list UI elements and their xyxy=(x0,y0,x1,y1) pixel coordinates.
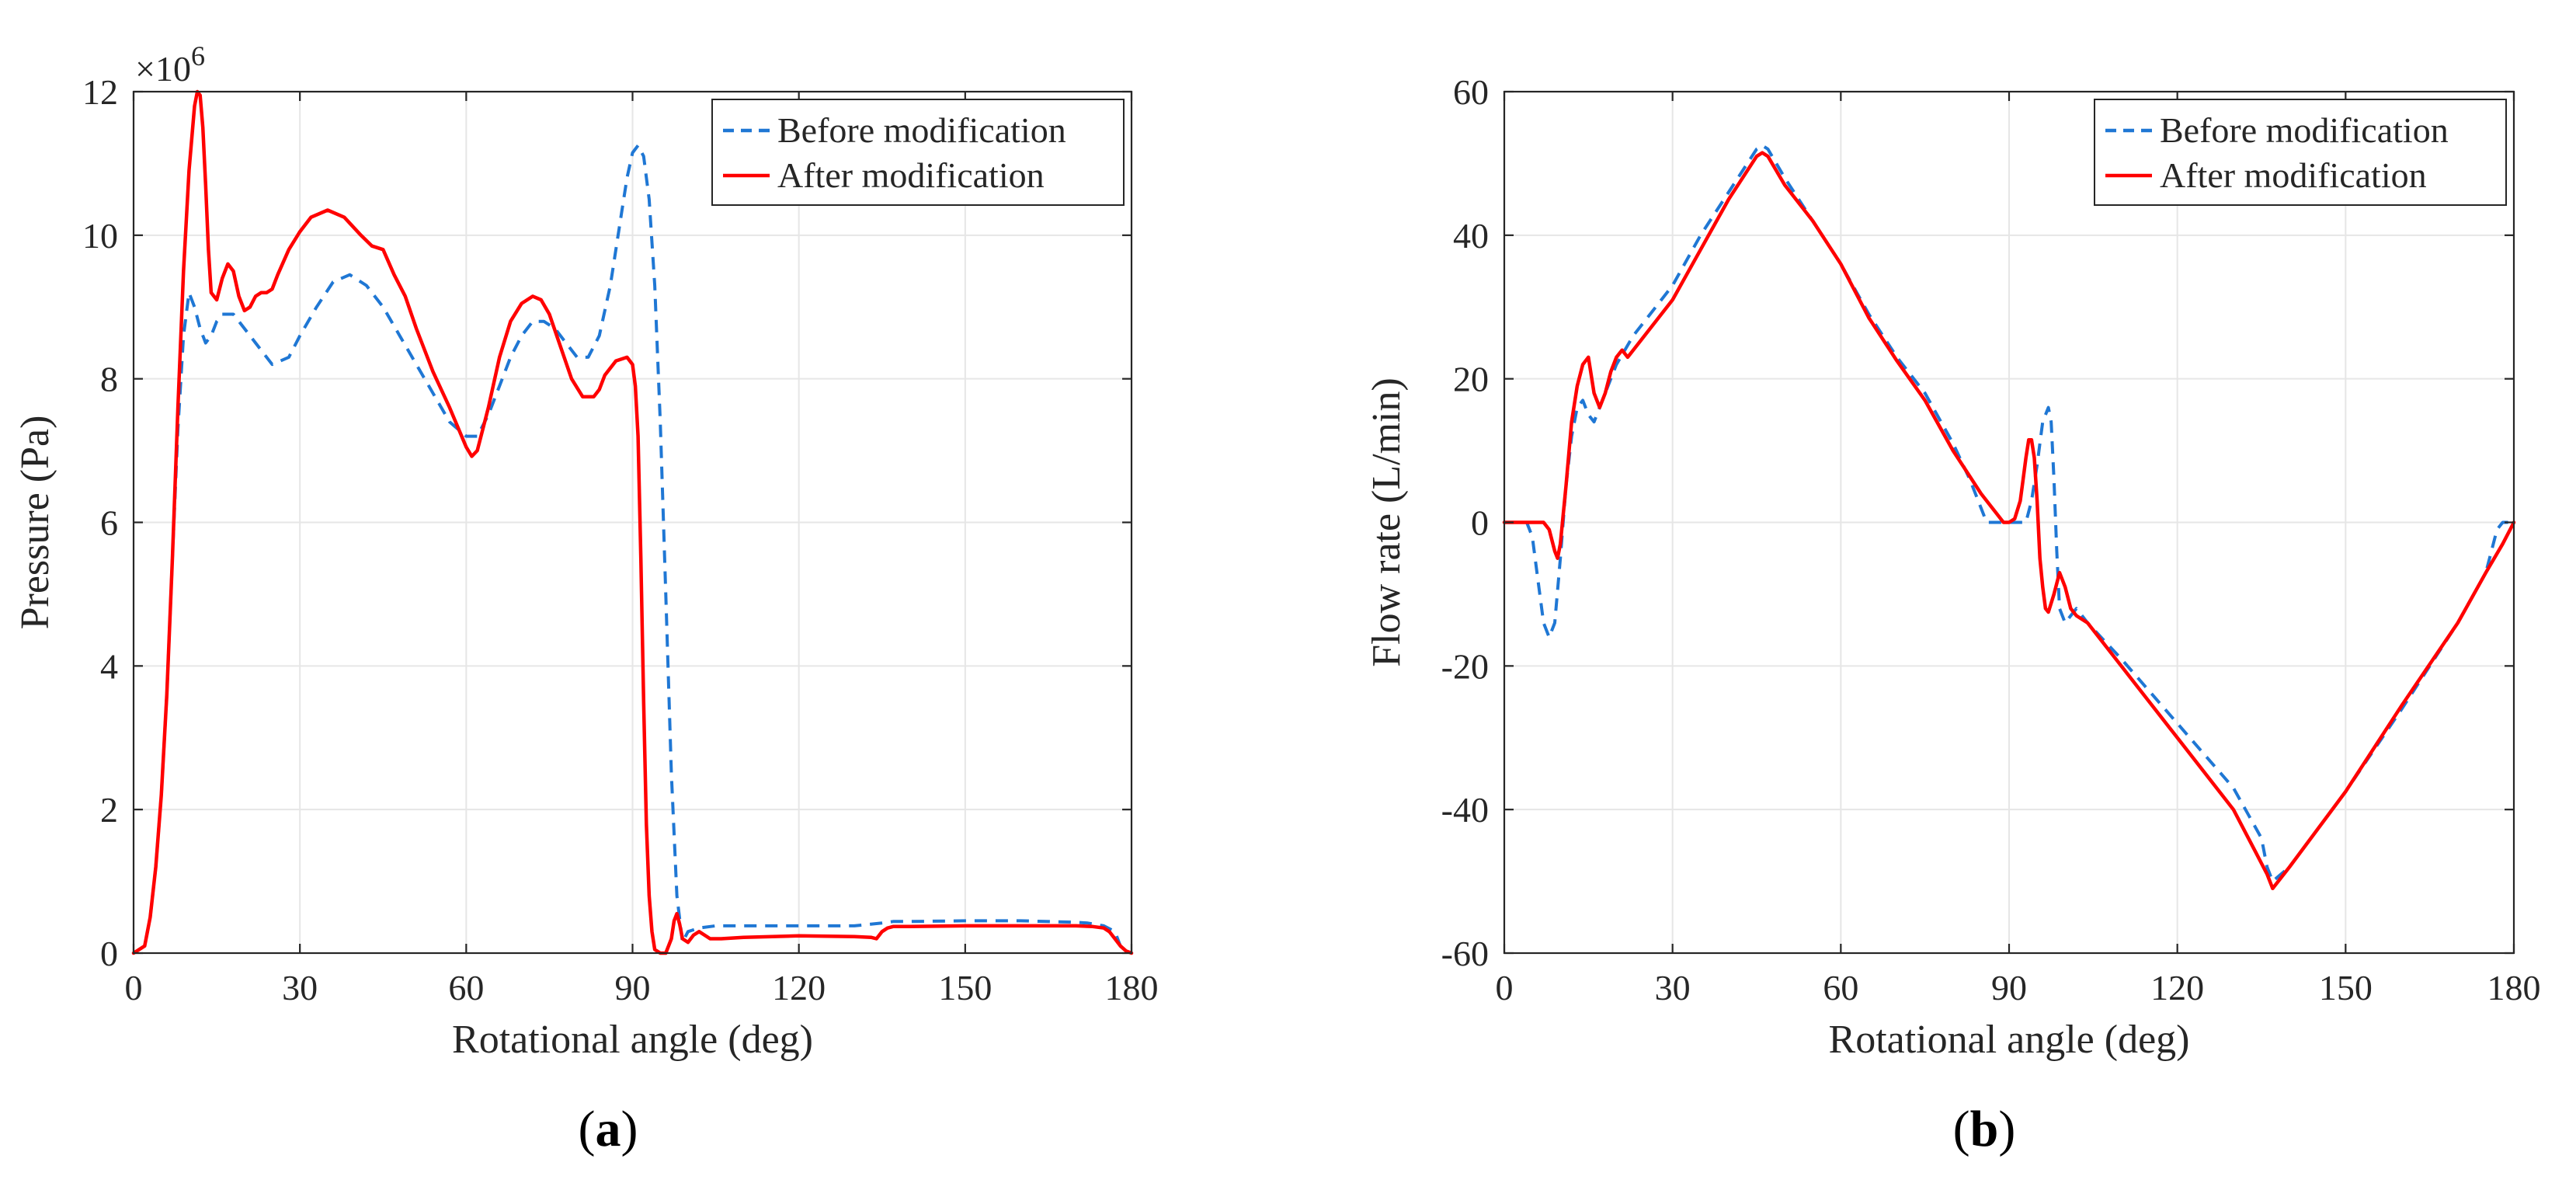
chart-panel-a: 0 30 60 90 120 150 180 0 2 4 6 8 10 12 Rotational angl… xyxy=(13,40,1159,1062)
x-tick-label: 30 xyxy=(282,968,318,1007)
series-line-before xyxy=(132,144,1132,955)
legend-label-before: Before modification xyxy=(2160,110,2449,150)
legend-box xyxy=(2094,99,2507,206)
y-tick-label: 0 xyxy=(1471,503,1489,543)
x-tick-label: 150 xyxy=(938,968,992,1007)
x-tick-label: 0 xyxy=(1496,968,1514,1007)
caption-open-paren: ( xyxy=(579,1101,596,1157)
caption-close-paren: ) xyxy=(1998,1101,2015,1157)
x-tick-label: 120 xyxy=(772,968,826,1007)
caption-letter: a xyxy=(596,1101,621,1157)
x-tick-label: 60 xyxy=(448,968,484,1007)
legend-box xyxy=(711,99,1125,206)
x-tick-label: 60 xyxy=(1823,968,1858,1007)
x-tick-label: 120 xyxy=(2150,968,2204,1007)
series-line-after xyxy=(131,89,1134,955)
y-tick-label: 20 xyxy=(1453,360,1489,399)
legend: Before modification After modification xyxy=(711,99,1125,206)
caption-letter: b xyxy=(1970,1101,1999,1157)
legend-label-before: Before modification xyxy=(777,110,1066,150)
chart-panel-b: 0 30 60 90 120 150 180 -60 -40 -20 0 20 40 60 Rotation… xyxy=(1364,72,2541,1062)
y-tick-label: 10 xyxy=(82,216,118,256)
x-tick-label: 180 xyxy=(2487,968,2541,1007)
y-tick-label: 6 xyxy=(100,503,118,543)
x-tick-label: 30 xyxy=(1655,968,1691,1007)
caption-b: (b) xyxy=(1953,1101,2016,1157)
x-axis-label: Rotational angle (deg) xyxy=(1829,1018,2190,1062)
caption-close-paren: ) xyxy=(621,1101,638,1157)
x-tick-label: 180 xyxy=(1105,968,1159,1007)
y-axis-exponent-power: 6 xyxy=(191,40,205,71)
x-tick-label: 90 xyxy=(615,968,651,1007)
y-tick-label: -40 xyxy=(1441,790,1489,830)
y-tick-label: 8 xyxy=(100,360,118,399)
y-tick-label: 40 xyxy=(1453,216,1489,256)
y-tick-label: 12 xyxy=(82,72,118,112)
caption-a: (a) xyxy=(579,1101,638,1157)
y-tick-label: 60 xyxy=(1453,72,1489,112)
legend-label-after: After modification xyxy=(777,155,1045,195)
y-axis-label: Pressure (Pa) xyxy=(13,416,57,630)
x-tick-label: 0 xyxy=(125,968,143,1007)
series-line-after xyxy=(1502,151,2516,891)
caption-open-paren: ( xyxy=(1953,1101,1970,1157)
x-tick-label: 150 xyxy=(2319,968,2373,1007)
y-axis-label: Flow rate (L/min) xyxy=(1364,378,1409,667)
y-tick-label: -20 xyxy=(1441,646,1489,686)
y-tick-label: 4 xyxy=(100,646,118,686)
y-tick-label: -60 xyxy=(1441,934,1489,973)
y-axis-exponent: ×106 xyxy=(135,40,205,89)
y-tick-label: 0 xyxy=(100,934,118,973)
legend-label-after: After modification xyxy=(2160,155,2427,195)
series-line-before xyxy=(1504,144,2514,883)
x-tick-label: 90 xyxy=(1991,968,2027,1007)
legend: Before modification After modification xyxy=(2094,99,2507,206)
x-axis-label: Rotational angle (deg) xyxy=(452,1018,813,1062)
y-tick-label: 2 xyxy=(100,790,118,830)
